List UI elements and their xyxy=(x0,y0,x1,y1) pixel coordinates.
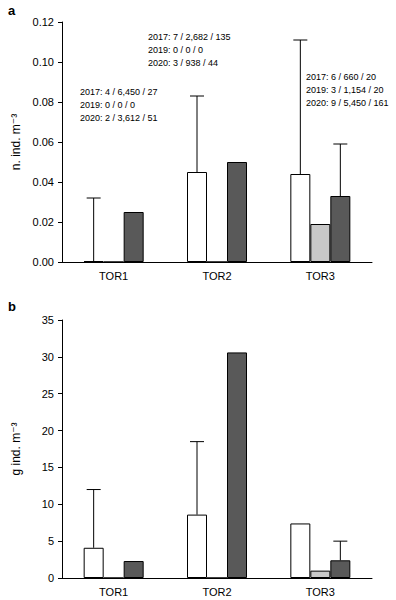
svg-text:TOR3: TOR3 xyxy=(306,586,335,598)
svg-text:2019: 0 / 0 / 0: 2019: 0 / 0 / 0 xyxy=(80,100,135,110)
svg-text:0.02: 0.02 xyxy=(33,216,54,228)
svg-text:0.04: 0.04 xyxy=(33,176,54,188)
svg-text:2020: 3 / 938 / 44: 2020: 3 / 938 / 44 xyxy=(148,58,218,68)
svg-text:20: 20 xyxy=(42,425,54,437)
svg-text:35: 35 xyxy=(42,314,54,326)
svg-text:0.08: 0.08 xyxy=(33,96,54,108)
svg-text:2020: 2 / 3,612 / 51: 2020: 2 / 3,612 / 51 xyxy=(80,113,158,123)
svg-text:TOR2: TOR2 xyxy=(202,270,231,282)
svg-text:2020: 9 / 5,450 / 161: 2020: 9 / 5,450 / 161 xyxy=(306,98,389,108)
svg-text:0.06: 0.06 xyxy=(33,136,54,148)
svg-text:2017: 6 / 660 / 20: 2017: 6 / 660 / 20 xyxy=(306,72,376,82)
svg-text:TOR1: TOR1 xyxy=(99,270,128,282)
svg-text:g ind. m⁻³: g ind. m⁻³ xyxy=(9,422,23,475)
svg-text:25: 25 xyxy=(42,388,54,400)
svg-text:30: 30 xyxy=(42,351,54,363)
svg-text:15: 15 xyxy=(42,461,54,473)
svg-text:2017: 7 / 2,682 / 135: 2017: 7 / 2,682 / 135 xyxy=(148,32,231,42)
svg-text:n. ind. m⁻³: n. ind. m⁻³ xyxy=(9,114,23,170)
svg-text:a: a xyxy=(8,3,16,18)
svg-text:2019: 0 / 0 / 0: 2019: 0 / 0 / 0 xyxy=(148,45,203,55)
svg-text:2019: 3 / 1,154 / 20: 2019: 3 / 1,154 / 20 xyxy=(306,85,384,95)
svg-text:5: 5 xyxy=(48,535,54,547)
svg-text:0: 0 xyxy=(48,572,54,584)
svg-text:0.10: 0.10 xyxy=(33,56,54,68)
svg-text:TOR1: TOR1 xyxy=(99,586,128,598)
svg-text:2017: 4 / 6,450 / 27: 2017: 4 / 6,450 / 27 xyxy=(80,87,158,97)
svg-text:b: b xyxy=(8,299,16,314)
svg-text:TOR2: TOR2 xyxy=(202,586,231,598)
svg-text:10: 10 xyxy=(42,498,54,510)
svg-text:0.12: 0.12 xyxy=(33,16,54,28)
svg-text:0.00: 0.00 xyxy=(33,256,54,268)
svg-text:TOR3: TOR3 xyxy=(306,270,335,282)
